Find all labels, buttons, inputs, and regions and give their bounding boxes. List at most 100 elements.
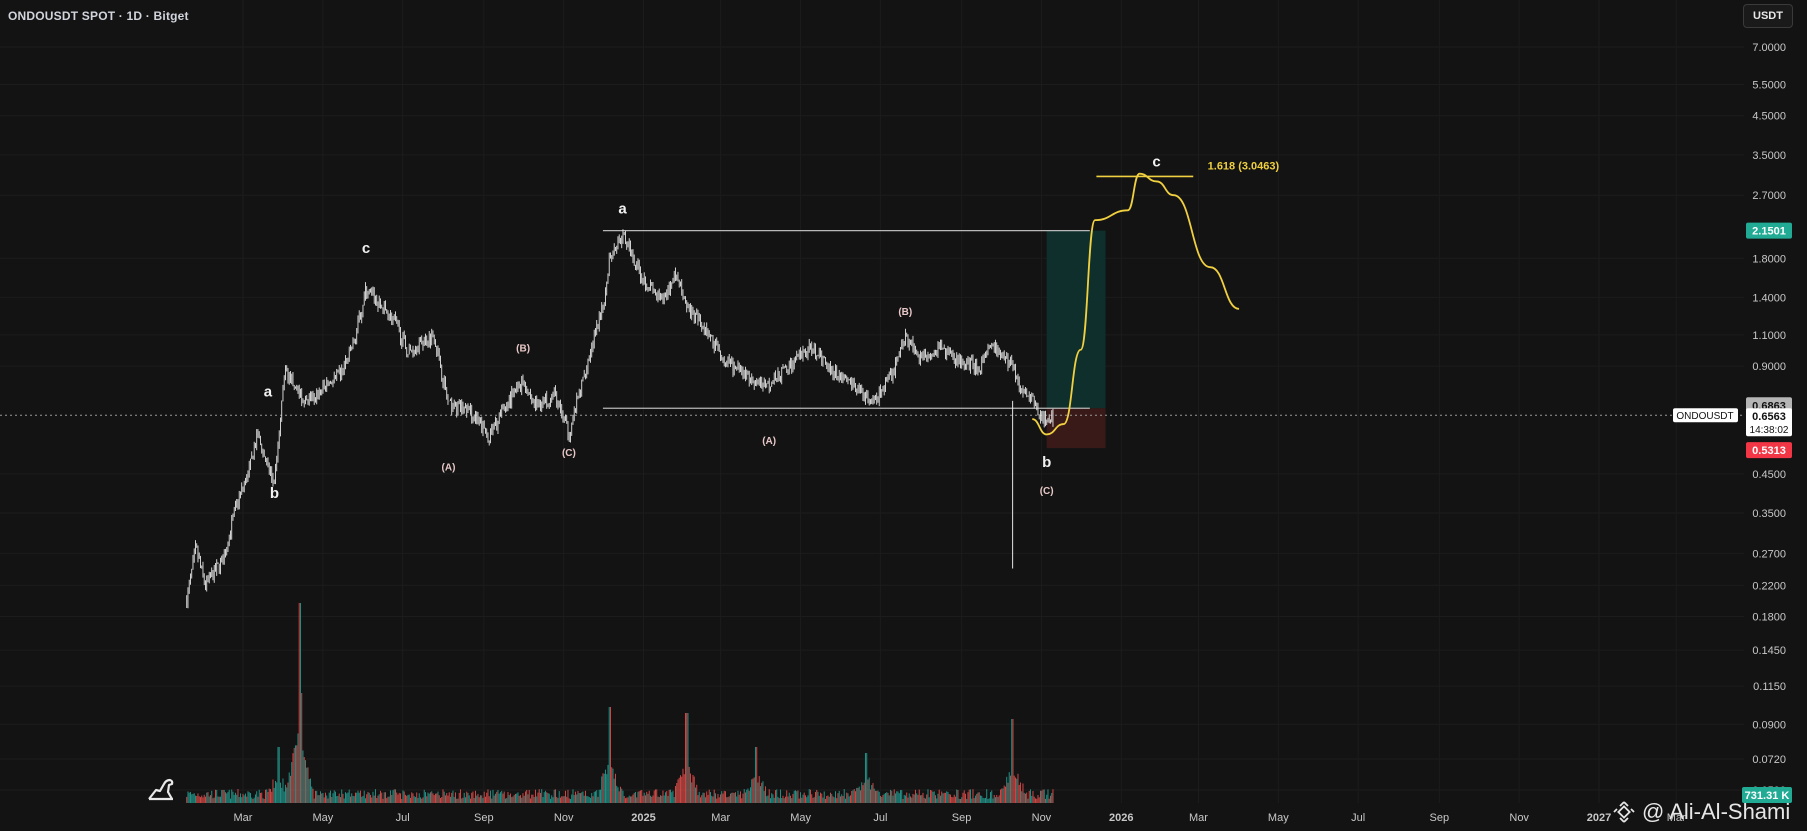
volume-bar xyxy=(403,791,405,803)
volume-bar xyxy=(422,797,424,803)
y-tick-label: 1.4000 xyxy=(1752,292,1786,304)
volume-bar xyxy=(891,790,893,803)
volume-bar xyxy=(342,793,344,803)
volume-bar xyxy=(481,795,483,803)
volume-bar xyxy=(729,793,731,803)
volume-bar xyxy=(462,797,464,803)
volume-bar xyxy=(451,792,453,803)
volume-bar xyxy=(467,792,469,803)
volume-bar xyxy=(1026,792,1028,803)
volume-bar xyxy=(881,796,883,803)
volume-bar xyxy=(463,792,465,803)
volume-bar xyxy=(914,789,916,803)
volume-bar xyxy=(888,795,890,803)
wave-label: (A) xyxy=(442,463,456,474)
volume-bar xyxy=(604,769,606,803)
volume-bar xyxy=(738,794,740,803)
volume-bar xyxy=(272,779,274,803)
current-price-badge: 0.6563 xyxy=(1752,411,1786,423)
wave-label: a xyxy=(618,201,627,218)
volume-bar xyxy=(337,795,339,803)
volume-bar xyxy=(1002,788,1004,803)
volume-bar xyxy=(614,773,616,803)
volume-bar xyxy=(1034,798,1036,803)
volume-bar xyxy=(827,795,829,803)
volume-bar xyxy=(1039,790,1041,803)
volume-bar xyxy=(553,789,555,803)
symbol-tag: ONDOUSDT xyxy=(1676,411,1733,422)
volume-bar xyxy=(204,796,206,803)
volume-bar xyxy=(736,796,738,803)
y-tick-label: 0.1150 xyxy=(1753,681,1786,693)
volume-bar xyxy=(979,795,981,803)
volume-bar xyxy=(666,791,668,803)
volume-bar xyxy=(597,796,599,803)
volume-bar xyxy=(439,798,441,803)
volume-bar xyxy=(907,797,909,803)
volume-bar xyxy=(192,793,194,803)
volume-bar xyxy=(832,796,834,803)
volume-bar xyxy=(258,789,260,803)
watermark-text: @ Ali-Al-Shami xyxy=(1642,799,1791,824)
volume-bar xyxy=(986,789,988,803)
volume-bar xyxy=(1042,789,1044,803)
y-tick-label: 0.4500 xyxy=(1752,469,1786,481)
volume-bar xyxy=(909,796,911,803)
volume-bar xyxy=(718,797,720,803)
volume-bar xyxy=(267,791,269,803)
volume-bar xyxy=(722,793,724,803)
volume-bar xyxy=(568,798,570,803)
volume-bar xyxy=(716,798,718,803)
volume-bar xyxy=(446,793,448,803)
volume-bar xyxy=(554,789,556,803)
volume-bar xyxy=(978,792,980,803)
x-tick-label: Sep xyxy=(952,812,972,824)
volume-bar xyxy=(262,798,264,803)
volume-bar xyxy=(954,796,956,803)
volume-bar xyxy=(943,792,945,803)
volume-bar xyxy=(282,778,284,803)
volume-bar xyxy=(533,796,535,803)
y-tick-label: 0.9000 xyxy=(1752,361,1786,373)
volume-bar xyxy=(528,789,530,803)
volume-bar xyxy=(381,792,383,803)
volume-bar xyxy=(224,792,226,803)
volume-bar xyxy=(679,775,681,803)
volume-badge-bg xyxy=(1742,787,1792,803)
symbol-title[interactable]: ONDOUSDT SPOT · 1D · Bitget xyxy=(8,9,189,23)
volume-bar xyxy=(801,797,803,803)
volume-bar xyxy=(874,790,876,803)
volume-bar xyxy=(241,797,243,803)
volume-bar xyxy=(199,797,201,803)
volume-bar xyxy=(208,796,210,803)
volume-bar xyxy=(889,789,891,803)
volume-bar xyxy=(459,789,461,803)
volume-bar xyxy=(268,788,270,803)
volume-bar xyxy=(527,794,529,803)
x-tick-label: Sep xyxy=(1430,812,1450,824)
volume-bar xyxy=(713,789,715,803)
volume-bar xyxy=(933,791,935,803)
volume-bar xyxy=(538,789,540,803)
volume-bar xyxy=(436,793,438,803)
volume-bar xyxy=(609,707,611,803)
volume-bar xyxy=(238,797,240,803)
volume-bar xyxy=(706,791,708,803)
volume-bar xyxy=(434,793,436,803)
stop-price-badge: 0.5313 xyxy=(1752,445,1786,457)
volume-bar xyxy=(316,790,318,803)
volume-bar xyxy=(261,792,263,803)
volume-bar xyxy=(411,792,413,803)
currency-button[interactable]: USDT xyxy=(1743,4,1793,28)
volume-bar xyxy=(971,798,973,803)
volume-bar xyxy=(794,790,796,803)
volume-bar xyxy=(867,779,869,803)
volume-bar xyxy=(1017,773,1019,803)
volume-bar xyxy=(397,794,399,803)
volume-bar xyxy=(242,793,244,803)
volume-bar xyxy=(562,796,564,803)
volume-bar xyxy=(366,794,368,803)
volume-bar xyxy=(1052,789,1054,803)
volume-bar xyxy=(646,791,648,803)
